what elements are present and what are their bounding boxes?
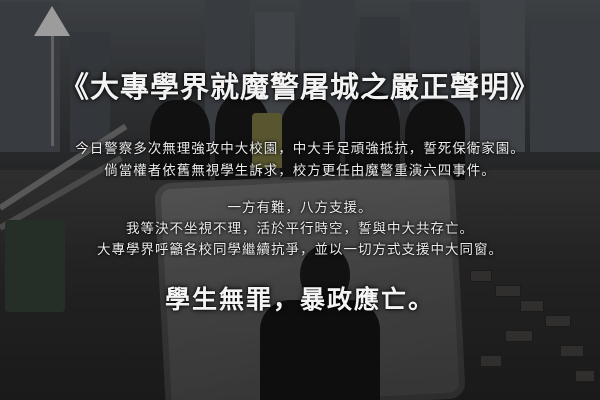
road-sign — [34, 6, 70, 36]
protester — [260, 300, 380, 400]
statement-line: 倘當權者依舊無視學生訴求，校方更任由魔警重演六四事件。 — [104, 163, 496, 179]
yellow-bin — [252, 113, 282, 168]
statement-title: 《大專學界就魔警屠城之嚴正聲明》 — [59, 70, 540, 104]
statement-line: 今日警察多次無理強攻中大校園，中大手足頑強抵抗，誓死保衛家園。 — [75, 141, 525, 157]
slogan: 學生無罪，暴政應亡。 — [164, 285, 435, 314]
green-bin — [5, 220, 65, 312]
statement-line: 大專學界呼籲各校同學繼續抗爭，並以一切方式支援中大同窗。 — [97, 242, 503, 258]
statement-line: 我等決不坐視不理，活於平行時空，誓與中大共存亡。 — [126, 221, 474, 237]
statement-line: 一方有難，八方支援。 — [227, 200, 373, 216]
